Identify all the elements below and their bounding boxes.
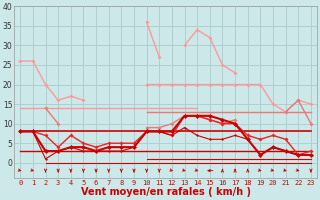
X-axis label: Vent moyen/en rafales ( km/h ): Vent moyen/en rafales ( km/h ): [81, 187, 251, 197]
